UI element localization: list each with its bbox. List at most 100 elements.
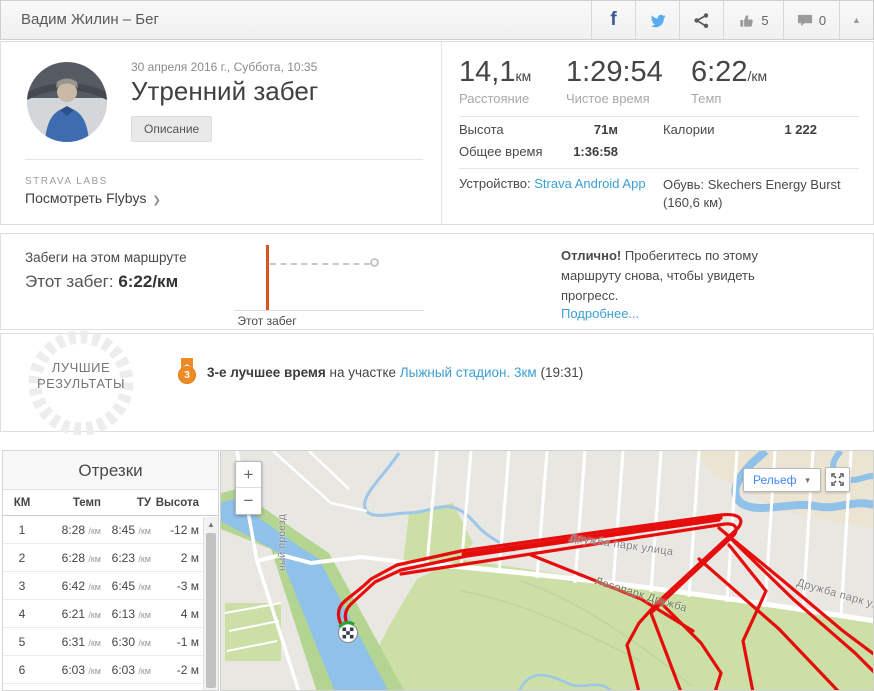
divider — [441, 42, 442, 224]
route-map[interactable]: Дружба парк улица Дружба парк улица Лесо… — [220, 450, 874, 691]
splits-title: Отрезки — [3, 451, 218, 490]
share-icon — [694, 12, 709, 28]
street-label-vertical: ный проезд — [277, 513, 288, 571]
start-finish-marker — [338, 621, 358, 643]
description-button[interactable]: Описание — [131, 116, 213, 142]
table-row[interactable]: 4 6:21 /км 6:13 /км 4 м — [3, 600, 218, 628]
table-row[interactable]: 7 6:06 /км 5:57 /км -5 м — [3, 684, 218, 690]
chart-axis-label: Этот забег — [237, 314, 297, 328]
calories-label: Калории — [663, 122, 715, 137]
activity-summary-card: 30 апреля 2016 г., Суббота, 10:35 Утренн… — [0, 41, 874, 225]
splits-panel: Отрезки КМ Темп ТУ Высота 1 8:28 /км 8:4… — [2, 450, 219, 691]
divider — [459, 168, 859, 169]
chevron-down-icon: ▼ — [803, 475, 812, 485]
divider — [25, 159, 423, 160]
table-row[interactable]: 2 6:28 /км 6:23 /км 2 м — [3, 544, 218, 572]
moving-time-value: 1:29:54 — [566, 56, 663, 88]
pace-value: 6:22 — [691, 56, 748, 88]
medal-ribbon — [181, 358, 193, 368]
elapsed-label: Общее время — [459, 144, 543, 159]
facebook-icon: f — [610, 9, 617, 30]
table-row[interactable]: 1 8:28 /км 8:45 /км -12 м — [3, 516, 218, 544]
map-layer-dropdown[interactable]: Рельеф ▼ — [743, 468, 822, 492]
calories-value: 1 222 — [784, 122, 817, 137]
gear-label: Обувь: — [663, 177, 705, 192]
zoom-in-button[interactable]: + — [236, 462, 261, 488]
activity-date: 30 апреля 2016 г., Суббота, 10:35 — [131, 60, 318, 74]
table-row[interactable]: 5 6:31 /км 6:30 /км -1 м — [3, 628, 218, 656]
topbar: Вадим Жилин – Бег f 5 0 ▲ — [0, 0, 874, 40]
kudos-button[interactable]: 5 — [723, 1, 783, 39]
stat-distance: 14,1км Расстояние — [459, 56, 531, 106]
comment-bubble-icon — [797, 14, 812, 27]
chevron-up-icon: ▲ — [852, 15, 861, 25]
device-link[interactable]: Strava Android App — [534, 176, 646, 191]
twitter-share-button[interactable] — [635, 1, 679, 39]
fullscreen-button[interactable] — [825, 467, 850, 492]
kudos-count: 5 — [761, 12, 769, 28]
route-runs-title: Забеги на этом маршруте — [25, 250, 187, 265]
splits-header-row: КМ Темп ТУ Высота — [3, 490, 218, 516]
stat-moving-time: 1:29:54 Чистое время — [566, 56, 663, 106]
route-runs-card: Забеги на этом маршруте Этот забег: 6:22… — [0, 233, 874, 330]
elevation-value: 71м — [593, 122, 618, 137]
route-runs-message: Отлично! Пробегитесь по этому маршруту с… — [561, 248, 758, 304]
distance-value: 14,1 — [459, 56, 516, 88]
activity-title: Утренний забег — [131, 76, 319, 106]
device-label: Устройство: — [459, 176, 531, 191]
chart-point[interactable] — [370, 258, 379, 267]
twitter-icon — [650, 14, 665, 28]
avatar-photo — [27, 62, 107, 142]
map-canvas — [221, 451, 873, 690]
moving-time-label: Чистое время — [566, 91, 650, 106]
chart-axis — [234, 310, 424, 311]
gear-value: Skechers Energy Burst (160,6 км) — [663, 177, 841, 210]
this-run-pace: Этот забег: 6:22/км — [25, 272, 179, 291]
fullscreen-icon — [831, 473, 844, 486]
thumbs-up-icon — [740, 14, 754, 27]
best-results-heading: ЛУЧШИЕ РЕЗУЛЬТАТЫ — [37, 360, 125, 392]
share-button[interactable] — [679, 1, 723, 39]
achievements-card: ЛУЧШИЕ РЕЗУЛЬТАТЫ 3 3-е лучшее время на … — [0, 330, 874, 436]
segment-link[interactable]: Лыжный стадион. 3км — [399, 365, 537, 380]
more-link[interactable]: Подробнее... — [561, 306, 640, 321]
flybys-link[interactable]: Посмотреть Flybys ❯ — [25, 190, 161, 206]
comments-count: 0 — [818, 12, 827, 28]
divider — [459, 116, 859, 117]
achievement-text: 3-е лучшее время на участке Лыжный стади… — [207, 365, 584, 380]
laurel-wreath-icon — [28, 330, 134, 436]
distance-label: Расстояние — [459, 91, 530, 106]
this-run-marker — [266, 245, 269, 310]
zoom-out-button[interactable]: − — [243, 491, 254, 510]
comments-button[interactable]: 0 — [783, 1, 839, 39]
strava-labs-label: STRAVA LABS — [25, 176, 108, 187]
stat-pace: 6:22/км Темп — [691, 56, 767, 106]
elevation-label: Высота — [459, 122, 504, 137]
chevron-right-icon: ❯ — [152, 195, 161, 206]
route-runs-chart: Этот забег — [234, 242, 424, 328]
col-elev: Высота — [155, 496, 199, 509]
scrollbar-up-arrow[interactable]: ▲ — [207, 520, 215, 529]
page-title: Вадим Жилин – Бег — [21, 11, 159, 28]
social-toolbar: f 5 0 ▲ — [591, 1, 873, 39]
map-zoom-control: + − — [235, 461, 262, 515]
pace-label: Темп — [691, 91, 722, 106]
chart-dashed-line — [270, 263, 370, 265]
avatar[interactable] — [27, 62, 107, 142]
elapsed-value: 1:36:58 — [573, 144, 618, 159]
col-km: КМ — [13, 496, 31, 509]
table-row[interactable]: 6 6:03 /км 6:03 /км -2 м — [3, 656, 218, 684]
gear-line: Обувь: Skechers Energy Burst (160,6 км) — [663, 176, 863, 211]
layer-label: Рельеф — [753, 473, 797, 487]
table-row[interactable]: 3 6:42 /км 6:45 /км -3 м — [3, 572, 218, 600]
col-pace: Темп — [72, 496, 101, 509]
facebook-share-button[interactable]: f — [591, 1, 635, 39]
pace-unit: /км — [747, 68, 768, 84]
scrollbar-thumb[interactable] — [206, 533, 216, 688]
device-line: Устройство: Strava Android App — [459, 176, 659, 191]
collapse-button[interactable]: ▲ — [839, 1, 873, 39]
table-scrollbar[interactable]: ▲ — [203, 517, 218, 690]
medal-3rd-icon: 3 — [177, 358, 197, 388]
distance-unit: км — [515, 68, 532, 84]
